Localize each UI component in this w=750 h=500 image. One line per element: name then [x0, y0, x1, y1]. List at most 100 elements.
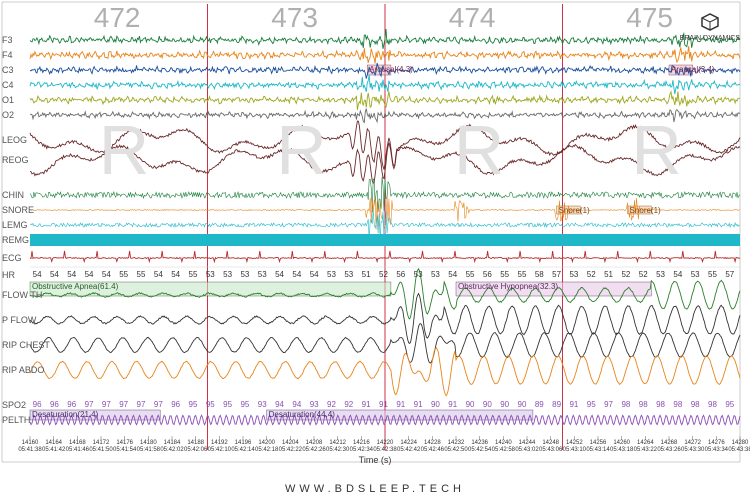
event-annotation: Obstructive Hypopnea(32.3) — [456, 281, 560, 292]
time-tick-clock: 05:43:02 — [515, 447, 538, 453]
time-tick-clock: 05:42:22 — [279, 447, 302, 453]
channel-label: SPO2 — [2, 400, 26, 410]
hr-value: 54 — [67, 270, 76, 279]
time-tick-sec: 14256 — [590, 440, 607, 446]
channel-label: O2 — [2, 110, 14, 120]
hr-value: 52 — [621, 270, 630, 279]
time-tick-clock: 05:43:38 — [728, 447, 750, 453]
hr-value: 55 — [189, 270, 198, 279]
spo2-value: 95 — [189, 400, 198, 409]
spo2-value: 92 — [327, 400, 336, 409]
spo2-value: 89 — [552, 400, 561, 409]
spo2-value: 97 — [85, 400, 94, 409]
epoch-number: 474 — [449, 2, 496, 34]
time-tick-clock: 05:42:34 — [350, 447, 373, 453]
spo2-value: 92 — [344, 400, 353, 409]
time-tick-sec: 14248 — [542, 440, 559, 446]
epoch-number: 472 — [94, 2, 141, 34]
time-tick-sec: 14276 — [708, 440, 725, 446]
time-tick-clock: 05:41:42 — [42, 447, 65, 453]
spo2-value: 98 — [708, 400, 717, 409]
time-tick-sec: 14272 — [684, 440, 701, 446]
event-annotation: Obstructive Apnea(61.4) — [30, 281, 120, 292]
hr-value: 54 — [50, 270, 59, 279]
time-tick-sec: 14160 — [22, 440, 39, 446]
hr-value: 55 — [466, 270, 475, 279]
time-tick-clock: 05:43:22 — [634, 447, 657, 453]
time-tick-sec: 14184 — [164, 440, 181, 446]
channel-label: RIP ABDO — [2, 365, 44, 375]
spo2-value: 97 — [119, 400, 128, 409]
time-tick-clock: 05:41:46 — [66, 447, 89, 453]
hr-value: 53 — [258, 270, 267, 279]
hr-value: 53 — [431, 270, 440, 279]
channel-label: PELTH — [2, 415, 30, 425]
x-axis-label: Time (s) — [359, 455, 392, 465]
spo2-value: 91 — [396, 400, 405, 409]
spo2-value: 93 — [310, 400, 319, 409]
time-tick-clock: 05:42:58 — [492, 447, 515, 453]
time-tick-clock: 05:43:30 — [681, 447, 704, 453]
hr-value: 54 — [171, 270, 180, 279]
channel-label: CHIN — [2, 190, 24, 200]
time-tick-sec: 14232 — [448, 440, 465, 446]
spo2-value: 95 — [587, 400, 596, 409]
spo2-value: 96 — [33, 400, 42, 409]
time-tick-clock: 05:41:58 — [137, 447, 160, 453]
hr-value: 53 — [414, 270, 423, 279]
hr-value: 58 — [535, 270, 544, 279]
spo2-value: 94 — [292, 400, 301, 409]
hr-value: 53 — [344, 270, 353, 279]
hr-value: 53 — [656, 270, 665, 279]
time-tick-sec: 14176 — [116, 440, 133, 446]
spo2-value: 90 — [518, 400, 527, 409]
hr-value: 54 — [310, 270, 319, 279]
spo2-value: 91 — [379, 400, 388, 409]
hr-value: 54 — [85, 270, 94, 279]
hr-value: 54 — [292, 270, 301, 279]
event-annotation: Snore(1) — [557, 205, 592, 216]
spo2-value: 97 — [154, 400, 163, 409]
spo2-value: 98 — [673, 400, 682, 409]
time-tick-sec: 14196 — [235, 440, 252, 446]
time-tick-clock: 05:42:18 — [255, 447, 278, 453]
channel-label: REMG — [2, 235, 29, 245]
time-tick-clock: 05:42:42 — [397, 447, 420, 453]
hr-value: 57 — [725, 270, 734, 279]
hr-value: 55 — [708, 270, 717, 279]
spo2-value: 95 — [240, 400, 249, 409]
spo2-value: 90 — [500, 400, 509, 409]
hr-value: 53 — [569, 270, 578, 279]
channel-label: ECG — [2, 253, 22, 263]
time-tick-clock: 05:43:18 — [610, 447, 633, 453]
time-tick-clock: 05:42:50 — [444, 447, 467, 453]
time-tick-sec: 14252 — [566, 440, 583, 446]
time-tick-sec: 14224 — [400, 440, 417, 446]
hr-value: 52 — [639, 270, 648, 279]
hr-value: 54 — [102, 270, 111, 279]
hr-value: 53 — [691, 270, 700, 279]
time-tick-clock: 05:41:38 — [18, 447, 41, 453]
hr-value: 56 — [483, 270, 492, 279]
hr-value: 55 — [119, 270, 128, 279]
time-tick-sec: 14208 — [306, 440, 323, 446]
time-tick-clock: 05:42:46 — [421, 447, 444, 453]
epoch-number: 475 — [626, 2, 673, 34]
time-tick-clock: 05:43:06 — [539, 447, 562, 453]
spo2-value: 90 — [466, 400, 475, 409]
hr-value: 52 — [379, 270, 388, 279]
hr-value: 56 — [396, 270, 405, 279]
channel-label: P FLOW — [2, 315, 36, 325]
channel-label: HR — [2, 270, 15, 280]
footer-url: WWW.BDSLEEP.TECH — [0, 480, 750, 498]
spo2-value: 91 — [414, 400, 423, 409]
event-annotation: Arousal(4.3) — [367, 64, 415, 75]
hr-value: 54 — [33, 270, 42, 279]
time-tick-sec: 14192 — [211, 440, 228, 446]
channel-label: C4 — [2, 80, 14, 90]
spo2-value: 98 — [621, 400, 630, 409]
spo2-value: 90 — [431, 400, 440, 409]
channel-label: RIP CHEST — [2, 340, 50, 350]
hr-value: 54 — [673, 270, 682, 279]
time-tick-sec: 14204 — [282, 440, 299, 446]
